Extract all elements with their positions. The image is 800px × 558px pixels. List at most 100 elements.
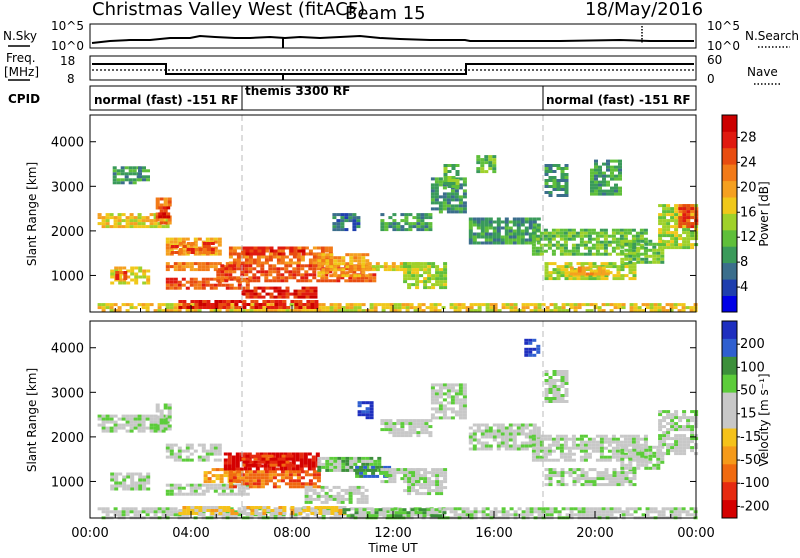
data-cell (574, 513, 578, 516)
data-cell (419, 508, 423, 511)
data-cell (501, 236, 505, 239)
data-cell (166, 444, 170, 447)
data-cell (232, 456, 236, 459)
data-cell (370, 401, 374, 404)
data-cell (549, 382, 553, 385)
data-cell (371, 469, 375, 472)
data-cell (224, 267, 228, 270)
data-cell (340, 228, 344, 231)
data-cell (260, 267, 264, 270)
data-cell (321, 495, 325, 498)
data-cell (640, 444, 644, 447)
data-cell (322, 506, 326, 509)
data-cell (352, 279, 356, 282)
data-cell (581, 468, 585, 471)
data-cell (198, 306, 202, 309)
data-cell (610, 510, 614, 513)
data-cell (624, 258, 628, 261)
data-cell (584, 253, 588, 256)
data-cell (536, 229, 540, 232)
data-cell (648, 261, 652, 264)
data-cell (146, 427, 150, 430)
data-cell (505, 448, 509, 451)
data-cell (317, 460, 321, 463)
data-cell (443, 474, 447, 477)
data-cell (463, 404, 467, 407)
data-cell (110, 430, 114, 433)
data-cell (601, 262, 605, 265)
data-cell (206, 484, 210, 487)
data-cell (288, 264, 292, 267)
data-cell (214, 284, 218, 287)
data-cell (572, 447, 576, 450)
data-cell (280, 468, 284, 471)
data-cell (281, 262, 285, 265)
data-cell (451, 398, 455, 401)
data-cell (236, 459, 240, 462)
data-cell (261, 473, 265, 476)
data-cell (236, 276, 240, 279)
data-cell (462, 513, 466, 516)
data-cell (253, 482, 257, 485)
data-cell (439, 492, 443, 495)
data-cell (584, 444, 588, 447)
data-cell (414, 306, 418, 309)
data-cell (614, 306, 618, 309)
data-cell (301, 256, 305, 259)
data-cell (431, 480, 435, 483)
data-cell (282, 512, 286, 515)
data-cell (544, 435, 548, 438)
data-cell (435, 189, 439, 192)
data-cell (658, 231, 662, 234)
data-cell (278, 253, 282, 256)
data-cell (313, 473, 317, 476)
data-cell (565, 388, 569, 391)
data-cell (204, 474, 208, 477)
data-cell (178, 303, 182, 306)
data-cell (258, 464, 262, 467)
data-cell (568, 250, 572, 253)
data-cell (431, 177, 435, 180)
data-cell (186, 509, 190, 512)
data-cell (509, 227, 513, 230)
data-cell (174, 487, 178, 490)
data-cell (403, 468, 407, 471)
data-cell (674, 306, 678, 309)
data-cell (214, 265, 218, 268)
data-cell (280, 267, 284, 270)
data-cell (277, 262, 281, 265)
data-cell (580, 253, 584, 256)
data-cell (154, 507, 158, 510)
data-cell (435, 398, 439, 401)
data-cell (538, 507, 542, 510)
data-cell (378, 303, 382, 306)
data-cell (190, 493, 194, 496)
data-cell (690, 428, 694, 431)
data-cell (122, 219, 126, 222)
data-cell (210, 509, 214, 512)
data-cell (182, 262, 186, 265)
data-cell (590, 178, 594, 181)
data-cell (396, 431, 400, 434)
data-cell (337, 492, 341, 495)
data-cell (666, 243, 670, 246)
data-cell (170, 238, 174, 241)
data-cell (228, 276, 232, 279)
data-cell (329, 457, 333, 460)
data-cell (190, 447, 194, 450)
data-cell (590, 273, 594, 276)
data-cell (536, 456, 540, 459)
power-colorbar-label: Power [dB] (757, 181, 771, 246)
data-cell (485, 445, 489, 448)
data-cell (439, 486, 443, 489)
data-cell (146, 178, 150, 181)
data-cell (206, 490, 210, 493)
data-cell (388, 422, 392, 425)
data-cell (274, 306, 278, 309)
data-cell (597, 483, 601, 486)
data-cell (146, 219, 150, 222)
data-cell (525, 448, 529, 451)
data-cell (674, 437, 678, 440)
data-cell (606, 184, 610, 187)
data-cell (178, 493, 182, 496)
